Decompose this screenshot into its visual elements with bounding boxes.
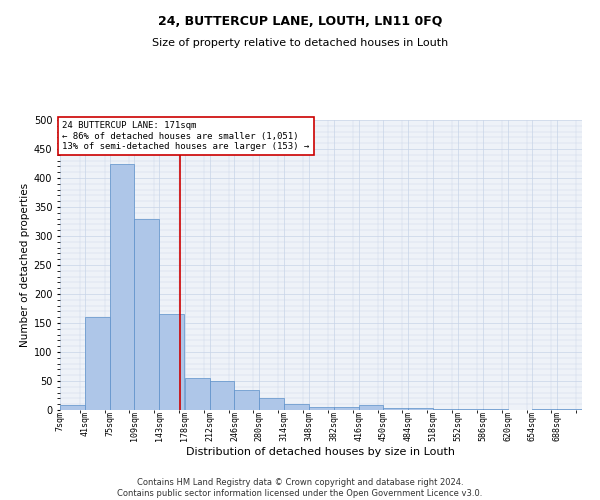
Bar xyxy=(159,314,184,410)
Bar xyxy=(334,407,359,410)
Text: Contains HM Land Registry data © Crown copyright and database right 2024.
Contai: Contains HM Land Registry data © Crown c… xyxy=(118,478,482,498)
Bar xyxy=(235,390,259,410)
Bar xyxy=(134,218,159,410)
Bar xyxy=(458,409,483,410)
Text: 24, BUTTERCUP LANE, LOUTH, LN11 0FQ: 24, BUTTERCUP LANE, LOUTH, LN11 0FQ xyxy=(158,15,442,28)
Bar xyxy=(60,406,85,410)
Bar xyxy=(185,378,209,410)
Bar xyxy=(408,408,433,410)
Y-axis label: Number of detached properties: Number of detached properties xyxy=(20,183,29,347)
Bar xyxy=(433,409,458,410)
Bar xyxy=(383,408,408,410)
Text: Size of property relative to detached houses in Louth: Size of property relative to detached ho… xyxy=(152,38,448,48)
Bar xyxy=(259,398,284,410)
Bar xyxy=(284,404,309,410)
Bar xyxy=(209,381,235,410)
Text: 24 BUTTERCUP LANE: 171sqm
← 86% of detached houses are smaller (1,051)
13% of se: 24 BUTTERCUP LANE: 171sqm ← 86% of detac… xyxy=(62,121,310,151)
X-axis label: Distribution of detached houses by size in Louth: Distribution of detached houses by size … xyxy=(187,447,455,457)
Bar xyxy=(309,407,334,410)
Bar xyxy=(110,164,134,410)
Bar xyxy=(359,406,383,410)
Bar xyxy=(557,409,582,410)
Bar xyxy=(85,317,110,410)
